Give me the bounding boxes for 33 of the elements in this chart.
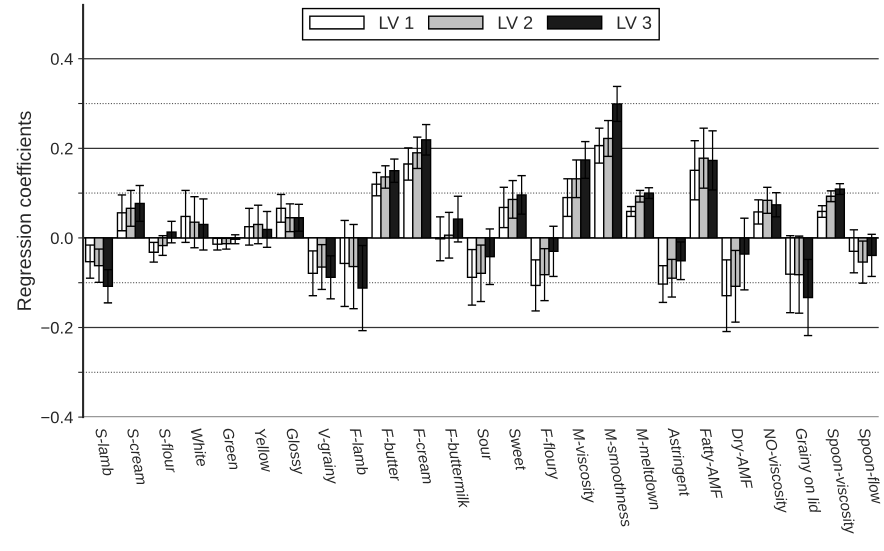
x-tick-label: NO-viscosity	[760, 427, 790, 515]
x-tick-label: M-smoothness	[604, 427, 633, 528]
x-tick-label: Green	[222, 428, 240, 470]
y-tick-label: −0.2	[41, 322, 73, 334]
x-tick-label: S-flour	[158, 427, 178, 474]
x-tick-label: F-floury	[538, 427, 561, 482]
x-tick-label: S-cream	[126, 427, 148, 486]
x-tick-label: F-cream	[413, 428, 434, 484]
x-tick-label: F-lamb	[350, 427, 369, 476]
x-tick-label: Astringent	[664, 426, 691, 498]
x-tick-label: M-meltdown	[636, 427, 662, 510]
y-tick-label: 0.2	[50, 142, 73, 155]
y-axis-title: Regression coefficients	[16, 111, 35, 310]
x-tick-label: Yellow	[254, 428, 273, 474]
x-tick-label: S-lamb	[95, 427, 114, 476]
y-tick-label: 0.4	[50, 53, 73, 65]
legend-label: LV 3	[618, 16, 652, 30]
x-tick-label: White	[190, 428, 208, 467]
y-tick-label: 0.0	[50, 232, 73, 244]
x-tick-label: Glossy	[283, 428, 306, 476]
x-tick-label: Fatty-AMF	[696, 428, 723, 500]
y-tick-label: −0.4	[41, 412, 73, 424]
x-tick-label: F-butter	[381, 427, 402, 482]
x-tick-label: Grainy on lid	[792, 428, 822, 514]
x-tick-label: Sour	[476, 427, 494, 462]
x-tick-label: Spoon-flow	[856, 427, 884, 506]
x-tick-label: M-viscosity	[569, 427, 597, 505]
legend-label: LV 1	[380, 16, 414, 29]
legend-label: LV 2	[498, 16, 532, 29]
x-tick-label: Dry-AMF	[728, 428, 753, 490]
x-tick-label: Sweet	[508, 427, 527, 472]
x-tick-label: F-buttermilk	[445, 427, 470, 509]
x-tick-label: V-grainy	[314, 428, 339, 486]
